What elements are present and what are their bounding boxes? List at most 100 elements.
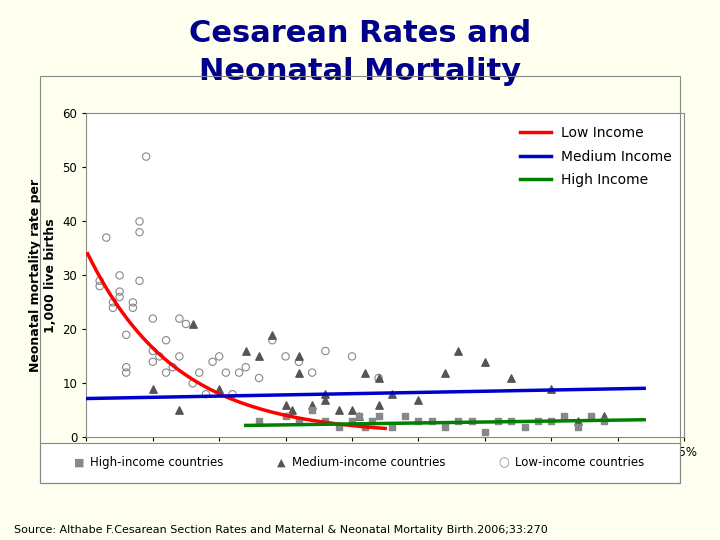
Point [598, 411, 610, 420]
Point [505, 374, 517, 382]
Text: Medium-income countries: Medium-income countries [292, 456, 445, 469]
Legend: Low Income, Medium Income, High Income: Low Income, Medium Income, High Income [515, 120, 677, 193]
Point [373, 374, 384, 382]
Point [287, 406, 298, 415]
Point [266, 330, 278, 339]
Point [107, 298, 119, 307]
Point [147, 314, 158, 323]
Point [114, 271, 125, 280]
Point [134, 217, 145, 226]
Point [94, 282, 105, 291]
Point [479, 357, 490, 366]
Point [320, 395, 331, 404]
Point [187, 379, 199, 388]
Point [127, 298, 139, 307]
Point [386, 390, 397, 399]
Point [161, 368, 172, 377]
Point [353, 411, 364, 420]
Point [505, 417, 517, 426]
Point [200, 390, 212, 399]
X-axis label: Cesarean section rate: Cesarean section rate [299, 465, 472, 479]
Point [366, 417, 378, 426]
Point [107, 303, 119, 312]
Point [180, 320, 192, 328]
Point [114, 293, 125, 301]
Point [439, 368, 451, 377]
Point [452, 417, 464, 426]
Point [94, 276, 105, 285]
Point [426, 417, 438, 426]
Point [147, 384, 158, 393]
Point [127, 303, 139, 312]
Point [359, 422, 371, 431]
Point [147, 357, 158, 366]
Point [452, 347, 464, 355]
Point [253, 417, 265, 426]
Point [585, 411, 597, 420]
Point [114, 287, 125, 296]
Point [532, 417, 544, 426]
Point [307, 401, 318, 409]
Text: Source: Althabe F.Cesarean Section Rates and Maternal & Neonatal Mortality Birth: Source: Althabe F.Cesarean Section Rates… [14, 524, 548, 535]
Point [213, 352, 225, 361]
Point [359, 368, 371, 377]
Point [280, 352, 292, 361]
Point [293, 368, 305, 377]
Point [439, 422, 451, 431]
Point [174, 406, 185, 415]
Text: High-income countries: High-income countries [90, 456, 223, 469]
Point [153, 352, 165, 361]
Point [161, 336, 172, 345]
Text: Low-income countries: Low-income countries [515, 456, 644, 469]
Point [187, 320, 199, 328]
Point [253, 352, 265, 361]
Point [253, 374, 265, 382]
Point [400, 411, 411, 420]
Y-axis label: Neonatal mortality rate per
1,000 live births: Neonatal mortality rate per 1,000 live b… [29, 179, 57, 372]
Point [466, 417, 477, 426]
Point [320, 347, 331, 355]
Point [546, 384, 557, 393]
Point [413, 395, 424, 404]
Point [266, 336, 278, 345]
Point [120, 330, 132, 339]
Point [572, 422, 583, 431]
Point [147, 347, 158, 355]
Point [320, 417, 331, 426]
Point [386, 422, 397, 431]
Point [240, 363, 251, 372]
Point [479, 428, 490, 436]
Point [546, 417, 557, 426]
Point [293, 357, 305, 366]
Point [220, 368, 232, 377]
Text: Cesarean Rates and: Cesarean Rates and [189, 19, 531, 48]
Point [346, 352, 358, 361]
Point [120, 363, 132, 372]
Point [213, 384, 225, 393]
Point [572, 417, 583, 426]
Point [140, 152, 152, 161]
Point [174, 314, 185, 323]
Point [346, 417, 358, 426]
Text: ■: ■ [74, 458, 84, 468]
Text: ▲: ▲ [276, 458, 285, 468]
Point [227, 390, 238, 399]
Point [240, 347, 251, 355]
Point [373, 401, 384, 409]
Text: Neonatal Mortality: Neonatal Mortality [199, 57, 521, 86]
Point [280, 401, 292, 409]
Point [320, 390, 331, 399]
Text: ○: ○ [498, 456, 510, 469]
Point [293, 417, 305, 426]
Point [373, 411, 384, 420]
Point [559, 411, 570, 420]
Point [307, 406, 318, 415]
Point [333, 406, 344, 415]
Point [519, 422, 531, 431]
Point [598, 417, 610, 426]
Point [307, 368, 318, 377]
Point [373, 374, 384, 382]
Point [492, 417, 504, 426]
Point [194, 368, 205, 377]
Point [167, 363, 179, 372]
